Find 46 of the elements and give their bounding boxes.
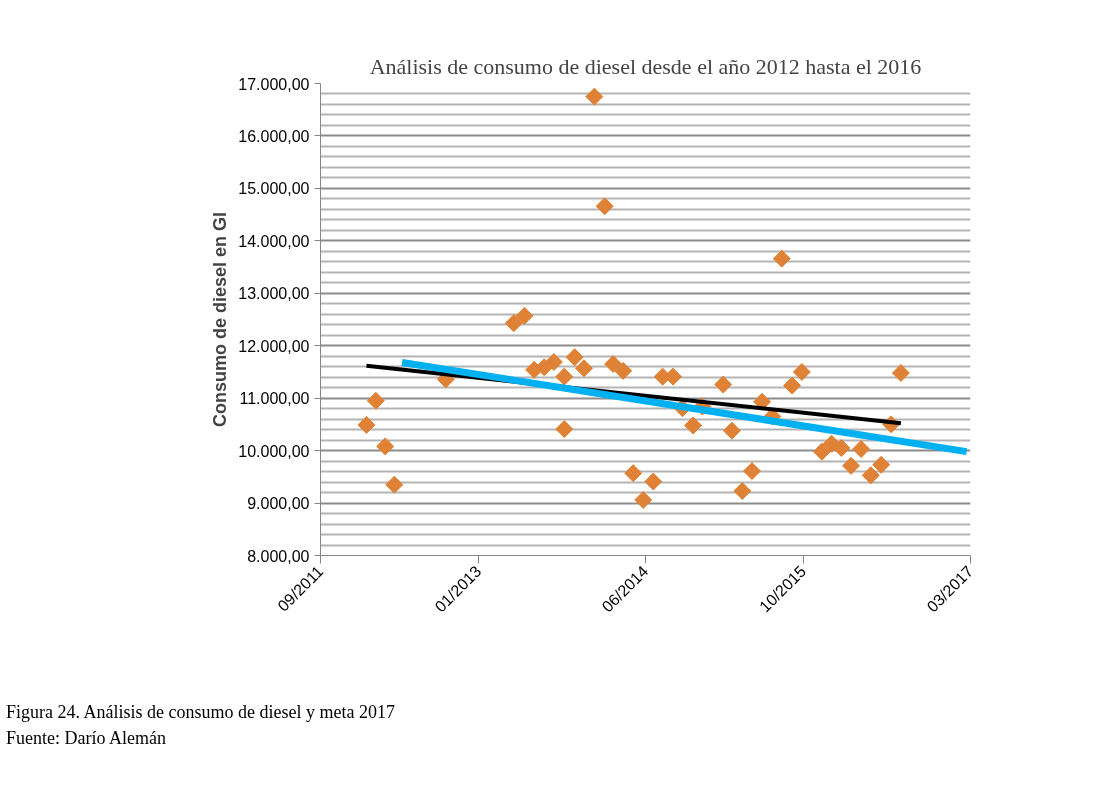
point: [891, 364, 910, 382]
point: [792, 362, 811, 381]
point: [852, 440, 871, 459]
point: [634, 490, 653, 509]
point: [861, 466, 880, 485]
point: [555, 367, 574, 386]
point: [644, 472, 663, 491]
point: [733, 482, 752, 500]
point: [743, 462, 761, 481]
point: [842, 456, 861, 475]
point: [376, 437, 395, 456]
point: [783, 376, 802, 395]
point: [753, 392, 772, 411]
y-tick-label: 10.000,00: [238, 442, 310, 460]
y-tick-label: 11.000,00: [239, 390, 310, 408]
point: [385, 475, 404, 494]
y-axis-title: Consumo de diesel en Gl: [210, 211, 231, 428]
point: [504, 314, 523, 333]
point: [684, 416, 703, 435]
point: [812, 442, 831, 461]
point: [832, 439, 851, 457]
point: [366, 391, 385, 410]
y-tick-label: 8.000,00: [247, 547, 310, 565]
point: [585, 87, 604, 106]
point: [595, 197, 614, 216]
y-tick-label: 16.000,00: [238, 127, 310, 145]
point: [357, 415, 376, 434]
y-tick-label: 15.000,00: [238, 180, 310, 198]
point: [714, 375, 733, 394]
point: [544, 352, 563, 371]
text: Figura 24. Análisis de consumo de diesel y meta 2017: [6, 701, 395, 724]
y-tick-label: 14.000,00: [238, 232, 310, 250]
point: [772, 249, 791, 268]
point: [555, 420, 574, 439]
y-tick-label: 17.000,00: [238, 75, 310, 93]
y-tick-label: 13.000,00: [238, 285, 310, 303]
y-tick-label: 9.000,00: [247, 495, 310, 513]
point: [565, 348, 584, 367]
point: [872, 455, 891, 474]
source-note: Fuente: Darío Alemán: [6, 726, 166, 750]
point: [722, 421, 741, 440]
point: [575, 359, 593, 378]
point: [515, 306, 534, 325]
chart-title: Análisis de consumo de diesel desde el año 2012 hasta el 2016: [369, 53, 922, 79]
point: [624, 464, 643, 483]
y-tick-label: 12.000,00: [238, 337, 310, 355]
